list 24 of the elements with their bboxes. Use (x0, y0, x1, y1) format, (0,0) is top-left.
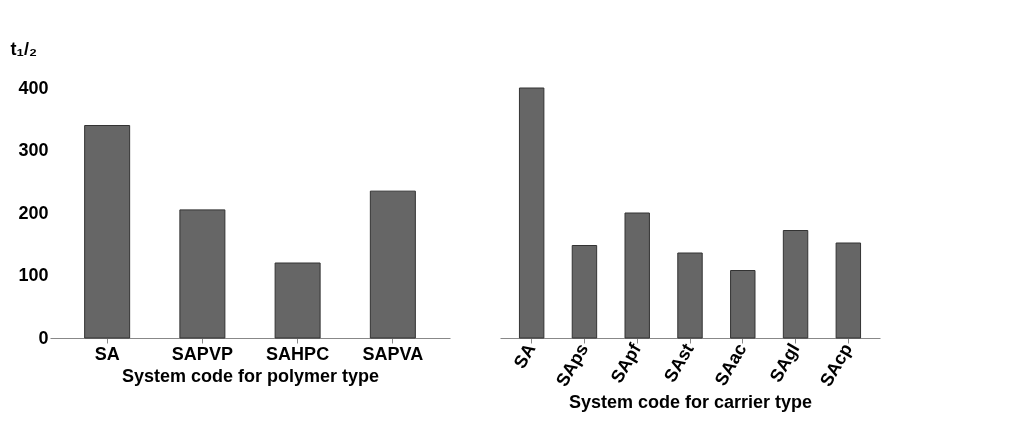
bar (369, 190, 416, 339)
bar (518, 87, 545, 339)
bar (677, 252, 703, 339)
bar (571, 245, 598, 339)
x-axis-title: System code for polymer type (121, 365, 380, 386)
x-tick-label: SAHPC (266, 343, 330, 364)
y-tick-label: 100 (18, 265, 49, 285)
y-tick-label: 0 (38, 327, 49, 348)
bar (179, 209, 226, 339)
bar (84, 125, 131, 339)
x-tick-label: SAPVA (362, 343, 424, 364)
x-tick-label: SAPVP (171, 343, 233, 364)
x-tick-label: SA (94, 343, 120, 364)
bar (782, 230, 809, 339)
x-tick-label: SA (509, 340, 540, 372)
y-tick-label: 200 (18, 202, 49, 223)
bar (624, 212, 650, 339)
y-axis-title: t₁/₂ (10, 38, 37, 59)
x-axis-title: System code for carrier type (568, 391, 813, 412)
bar (274, 262, 321, 339)
bar (730, 270, 756, 339)
bar (835, 242, 862, 339)
y-tick-label: 400 (18, 77, 49, 98)
y-tick-label: 300 (18, 140, 49, 160)
